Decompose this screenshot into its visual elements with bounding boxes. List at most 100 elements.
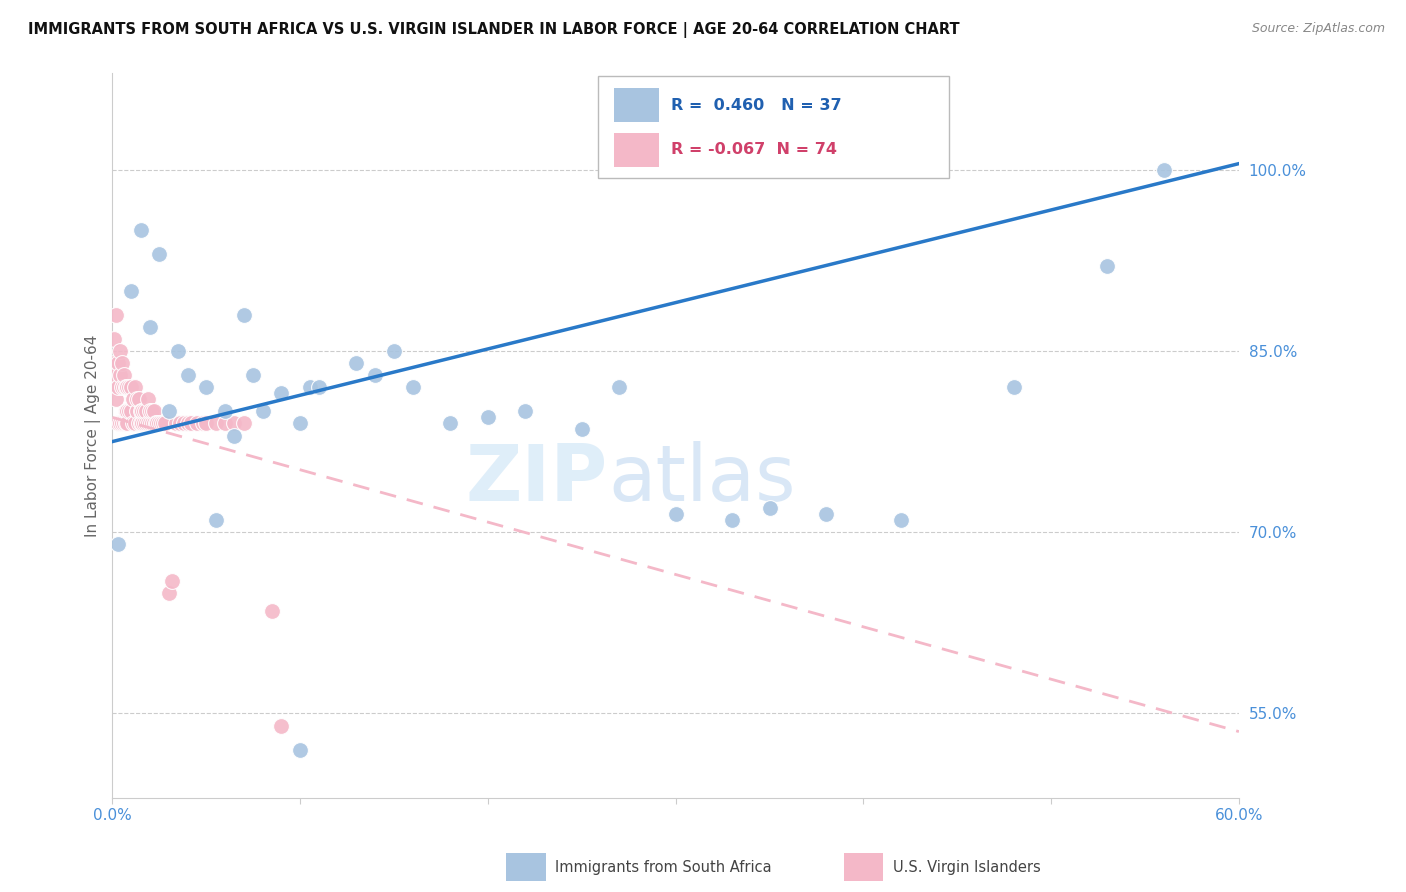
Point <box>146 417 169 431</box>
Point <box>114 404 136 418</box>
Point <box>157 404 180 418</box>
Point <box>721 513 744 527</box>
Point <box>135 404 157 418</box>
Point <box>125 404 148 418</box>
Point <box>105 368 128 383</box>
Point <box>232 308 254 322</box>
Point <box>165 417 187 431</box>
Point <box>758 501 780 516</box>
Text: ZIP: ZIP <box>465 441 607 517</box>
Point <box>204 513 226 527</box>
Point <box>1153 162 1175 177</box>
Point <box>252 404 274 418</box>
Point <box>111 380 134 394</box>
Point <box>131 404 153 418</box>
Point <box>131 417 153 431</box>
Point <box>111 356 134 370</box>
Text: IMMIGRANTS FROM SOUTH AFRICA VS U.S. VIRGIN ISLANDER IN LABOR FORCE | AGE 20-64 : IMMIGRANTS FROM SOUTH AFRICA VS U.S. VIR… <box>28 22 960 38</box>
Point <box>112 368 135 383</box>
Point <box>117 380 139 394</box>
Point <box>142 404 165 418</box>
Point <box>107 537 129 551</box>
Point <box>814 507 837 521</box>
Text: Source: ZipAtlas.com: Source: ZipAtlas.com <box>1251 22 1385 36</box>
Point <box>224 417 246 431</box>
Point <box>120 380 142 394</box>
Point <box>114 417 136 431</box>
Point <box>167 343 190 358</box>
Point <box>152 417 174 431</box>
Point <box>346 356 368 370</box>
Point <box>890 513 912 527</box>
Point <box>112 417 135 431</box>
Point <box>134 417 156 431</box>
Point <box>136 392 159 407</box>
Point <box>364 368 387 383</box>
Point <box>129 404 152 418</box>
Point <box>122 417 145 431</box>
Point <box>214 417 236 431</box>
Point <box>108 417 131 431</box>
Point <box>103 356 125 370</box>
Point <box>145 417 167 431</box>
Point <box>139 319 162 334</box>
Point <box>128 417 150 431</box>
Text: Immigrants from South Africa: Immigrants from South Africa <box>555 860 772 874</box>
Point <box>107 417 129 431</box>
Point <box>114 380 136 394</box>
Point <box>120 404 142 418</box>
Point <box>118 404 141 418</box>
Point <box>134 404 156 418</box>
Point <box>214 404 236 418</box>
Point <box>135 417 157 431</box>
Text: R =  0.460   N = 37: R = 0.460 N = 37 <box>671 98 841 112</box>
Text: U.S. Virgin Islanders: U.S. Virgin Islanders <box>893 860 1040 874</box>
Point <box>153 417 176 431</box>
Point <box>288 417 311 431</box>
Point <box>270 718 292 732</box>
Point <box>118 380 141 394</box>
Point <box>260 604 283 618</box>
Point <box>108 343 131 358</box>
Point <box>141 404 163 418</box>
Point <box>607 380 630 394</box>
Point <box>232 417 254 431</box>
Point <box>224 428 246 442</box>
Point <box>308 380 330 394</box>
Point <box>124 380 146 394</box>
Point <box>298 380 321 394</box>
Point <box>148 417 170 431</box>
Y-axis label: In Labor Force | Age 20-64: In Labor Force | Age 20-64 <box>86 334 101 537</box>
Point <box>105 392 128 407</box>
Point <box>129 417 152 431</box>
Point <box>157 585 180 599</box>
Point <box>117 417 139 431</box>
Point <box>477 410 499 425</box>
Point <box>204 417 226 431</box>
Point <box>439 417 461 431</box>
Point <box>162 574 184 588</box>
Point <box>1097 260 1119 274</box>
Point <box>103 380 125 394</box>
Point <box>382 343 405 358</box>
Point <box>108 368 131 383</box>
Point <box>1002 380 1025 394</box>
Point <box>515 404 537 418</box>
Point <box>105 308 128 322</box>
Point <box>142 417 165 431</box>
Text: R = -0.067  N = 74: R = -0.067 N = 74 <box>671 143 837 157</box>
Point <box>120 284 142 298</box>
Point <box>242 368 264 383</box>
Point <box>117 404 139 418</box>
Point <box>402 380 425 394</box>
Point <box>128 392 150 407</box>
Point <box>176 368 198 383</box>
Point <box>103 332 125 346</box>
Point <box>141 417 163 431</box>
Point <box>180 417 202 431</box>
Point <box>107 380 129 394</box>
Point <box>173 417 195 431</box>
Point <box>665 507 688 521</box>
Point <box>186 417 208 431</box>
Point <box>270 386 292 401</box>
